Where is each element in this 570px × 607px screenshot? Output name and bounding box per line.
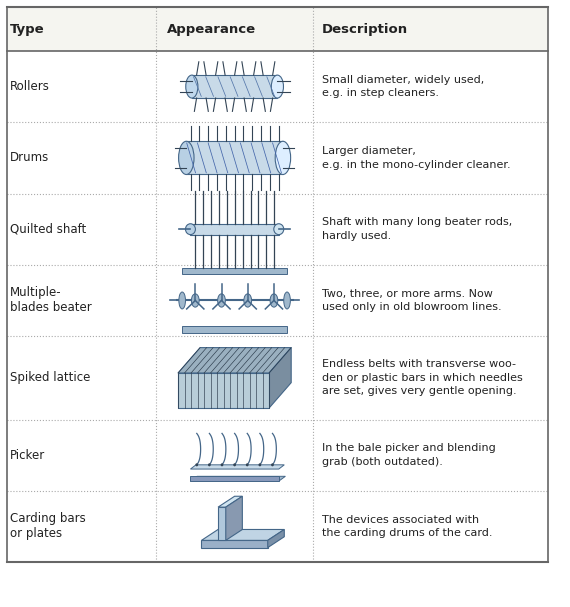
- Ellipse shape: [196, 463, 198, 466]
- Polygon shape: [178, 348, 291, 373]
- Text: In the bale picker and blending
grab (both outdated).: In the bale picker and blending grab (bo…: [321, 443, 495, 467]
- Ellipse shape: [233, 463, 236, 466]
- Text: Picker: Picker: [10, 449, 45, 462]
- Ellipse shape: [275, 141, 291, 174]
- Text: Description: Description: [321, 22, 408, 36]
- Text: Spiked lattice: Spiked lattice: [10, 371, 90, 384]
- Ellipse shape: [218, 294, 225, 307]
- Polygon shape: [226, 497, 242, 540]
- FancyBboxPatch shape: [192, 75, 278, 98]
- Ellipse shape: [208, 463, 211, 466]
- Ellipse shape: [244, 294, 251, 307]
- Ellipse shape: [270, 294, 278, 307]
- Text: Two, three, or more arms. Now
used only in old blowroom lines.: Two, three, or more arms. Now used only …: [321, 289, 501, 312]
- Ellipse shape: [185, 224, 196, 235]
- FancyBboxPatch shape: [182, 268, 287, 274]
- Polygon shape: [269, 348, 291, 408]
- Polygon shape: [190, 465, 284, 469]
- FancyBboxPatch shape: [186, 141, 283, 174]
- Ellipse shape: [284, 292, 290, 309]
- Polygon shape: [190, 476, 279, 481]
- Ellipse shape: [274, 224, 284, 235]
- Text: The devices associated with
the carding drums of the card.: The devices associated with the carding …: [321, 515, 492, 538]
- Text: Carding bars
or plates: Carding bars or plates: [10, 512, 86, 540]
- Polygon shape: [201, 529, 284, 540]
- Polygon shape: [218, 507, 226, 540]
- Text: Larger diameter,
e.g. in the mono-cylinder cleaner.: Larger diameter, e.g. in the mono-cylind…: [321, 146, 510, 170]
- Polygon shape: [268, 529, 284, 548]
- Ellipse shape: [179, 292, 185, 309]
- Polygon shape: [178, 373, 269, 408]
- FancyBboxPatch shape: [182, 327, 287, 333]
- Text: Shaft with many long beater rods,
hardly used.: Shaft with many long beater rods, hardly…: [321, 217, 512, 241]
- Ellipse shape: [258, 463, 261, 466]
- Ellipse shape: [186, 75, 198, 98]
- FancyBboxPatch shape: [190, 224, 279, 235]
- Text: Endless belts with transverse woo-
den or plastic bars in which needles
are set,: Endless belts with transverse woo- den o…: [321, 359, 522, 396]
- Ellipse shape: [271, 463, 274, 466]
- Polygon shape: [201, 540, 268, 548]
- Text: Quilted shaft: Quilted shaft: [10, 223, 86, 236]
- Text: Type: Type: [10, 22, 44, 36]
- Ellipse shape: [246, 463, 249, 466]
- Polygon shape: [190, 476, 286, 481]
- Ellipse shape: [192, 294, 199, 307]
- Ellipse shape: [221, 463, 223, 466]
- FancyBboxPatch shape: [7, 7, 548, 51]
- Text: Drums: Drums: [10, 151, 49, 164]
- Polygon shape: [218, 497, 242, 507]
- Text: Small diameter, widely used,
e.g. in step cleaners.: Small diameter, widely used, e.g. in ste…: [321, 75, 484, 98]
- Text: Multiple-
blades beater: Multiple- blades beater: [10, 287, 91, 314]
- Text: Appearance: Appearance: [167, 22, 256, 36]
- Ellipse shape: [271, 75, 283, 98]
- Text: Rollers: Rollers: [10, 80, 50, 93]
- Ellipse shape: [178, 141, 194, 174]
